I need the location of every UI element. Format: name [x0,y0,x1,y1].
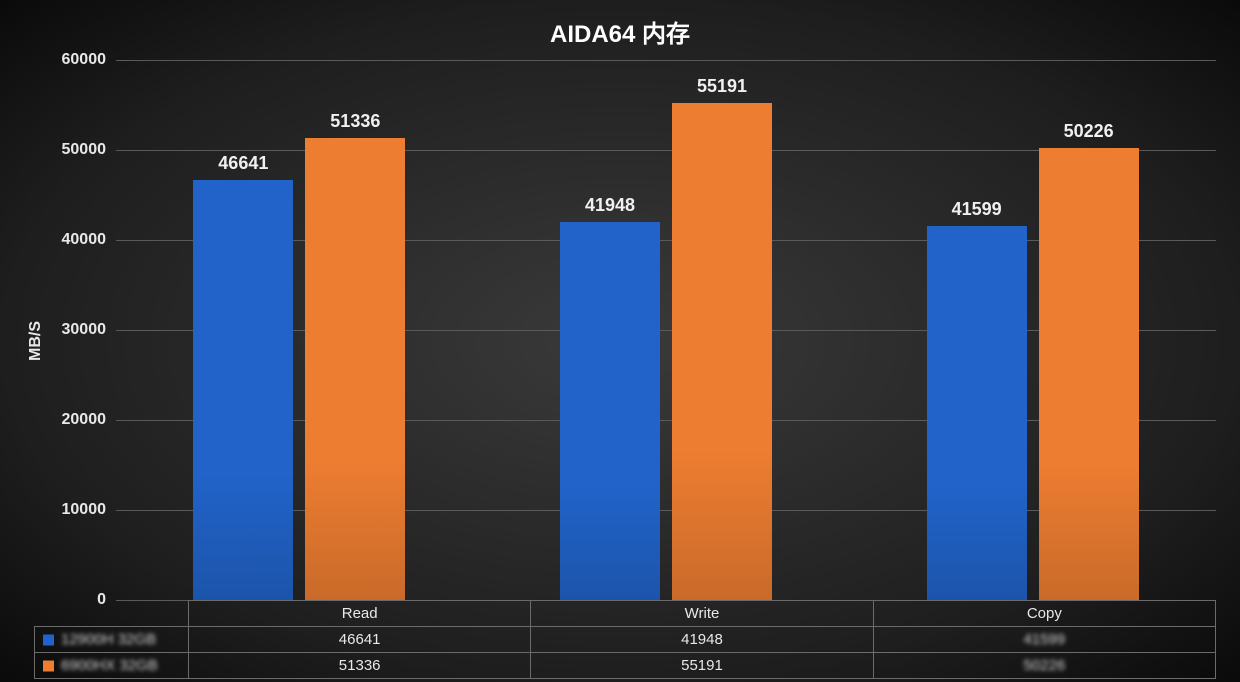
y-tick-label: 30000 [62,321,117,339]
y-tick-label: 50000 [62,141,117,159]
bar-copy-series1: 50226 [1039,148,1139,600]
legend-cell-series1: 6900HX 32GB [35,653,189,679]
table-cell: 51336 [189,653,531,679]
plot-area: 0100002000030000400005000060000466415133… [116,60,1216,600]
y-axis-label: MB/S [27,321,45,361]
legend-label: 6900HX 32GB [61,657,158,674]
y-tick-label: 60000 [62,51,117,69]
legend-label: 12900H 32GB [61,631,156,648]
bar-read-series0: 46641 [193,180,293,600]
table-cell: 41599 [873,627,1215,653]
legend-swatch [43,634,54,645]
chart-title: AIDA64 内存 [0,14,1240,49]
table-corner [35,601,189,627]
data-table: ReadWriteCopy 12900H 32GB 466414194841599 6… [34,600,1216,679]
y-tick-label: 20000 [62,411,117,429]
bar-read-series1: 51336 [305,138,405,600]
gridline [116,60,1216,61]
bar-copy-series0: 41599 [927,226,1027,600]
legend-swatch [43,660,54,671]
y-tick-label: 10000 [62,501,117,519]
table-header-copy: Copy [873,601,1215,627]
memory-benchmark-chart: AIDA64 内存 MB/S 0100002000030000400005000… [0,0,1240,682]
table-header-read: Read [189,601,531,627]
table-cell: 41948 [531,627,873,653]
bar-value-label: 55191 [697,76,747,103]
bar-write-series1: 55191 [672,103,772,600]
table-header-write: Write [531,601,873,627]
bar-write-series0: 41948 [560,222,660,600]
bar-value-label: 46641 [218,153,268,180]
bar-value-label: 51336 [330,111,380,138]
bar-value-label: 50226 [1064,121,1114,148]
table-cell: 46641 [189,627,531,653]
bar-value-label: 41599 [952,199,1002,226]
y-tick-label: 40000 [62,231,117,249]
table-cell: 55191 [531,653,873,679]
legend-cell-series0: 12900H 32GB [35,627,189,653]
table-cell: 50226 [873,653,1215,679]
bar-value-label: 41948 [585,195,635,222]
